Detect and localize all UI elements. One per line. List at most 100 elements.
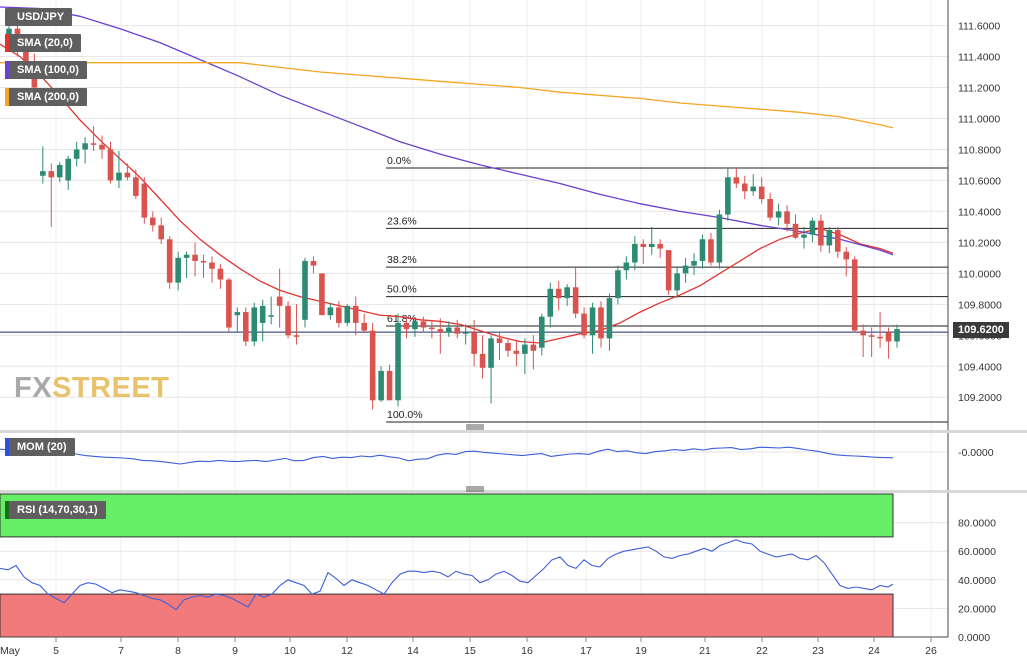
candle-body bbox=[116, 172, 122, 181]
candle-body bbox=[336, 307, 342, 323]
candle-body bbox=[885, 332, 892, 342]
candle-body bbox=[65, 158, 71, 181]
candle-body bbox=[606, 298, 613, 339]
price-tick-label: 111.4000 bbox=[958, 52, 1000, 64]
candle-body bbox=[344, 305, 351, 323]
candle-body bbox=[226, 279, 232, 328]
legend-rsi[interactable]: RSI (14,70,30,1) bbox=[5, 501, 106, 519]
sma100-swatch bbox=[5, 61, 9, 79]
candle-body bbox=[462, 332, 469, 334]
candle-body bbox=[149, 217, 156, 226]
legend-sma20[interactable]: SMA (20,0) bbox=[5, 34, 81, 52]
fib-label: 100.0% bbox=[387, 409, 423, 421]
candle-body bbox=[648, 243, 655, 248]
candle-body bbox=[23, 48, 29, 63]
candle-body bbox=[386, 370, 393, 401]
date-tick-label: 17 bbox=[580, 645, 592, 657]
candle-body bbox=[632, 243, 638, 263]
candle-body bbox=[784, 211, 790, 224]
date-tick-label: 12 bbox=[341, 645, 353, 657]
legend-rsi-label: RSI (14,70,30,1) bbox=[17, 504, 98, 516]
candle-body bbox=[99, 144, 105, 150]
chart-grid bbox=[0, 0, 948, 638]
candle-body bbox=[868, 335, 875, 337]
legend-sma200-label: SMA (200,0) bbox=[17, 91, 79, 103]
legend-mom[interactable]: MOM (20) bbox=[5, 438, 75, 456]
candle-body bbox=[488, 338, 494, 368]
candle-body bbox=[141, 183, 148, 218]
candle-body bbox=[691, 260, 697, 266]
candle-body bbox=[40, 171, 46, 176]
candle-body bbox=[505, 343, 511, 351]
candle-body bbox=[56, 164, 63, 178]
price-tick-label: 110.4000 bbox=[958, 206, 1001, 218]
candle-body bbox=[581, 313, 587, 336]
candle-body bbox=[378, 370, 384, 401]
date-tick-label: 14 bbox=[407, 645, 419, 657]
rsi-tick-label: 80.0000 bbox=[958, 518, 996, 530]
date-tick-label: 8 bbox=[175, 645, 181, 657]
candle-body bbox=[801, 234, 807, 238]
date-tick-label: 15 bbox=[464, 645, 476, 657]
rsi-tick-label: 0.0000 bbox=[958, 632, 990, 644]
candle-body bbox=[243, 312, 249, 342]
candle-body bbox=[733, 177, 740, 184]
sma20-swatch bbox=[5, 34, 9, 52]
candle-body bbox=[429, 327, 435, 330]
panel-divider bbox=[0, 430, 1027, 433]
candle-body bbox=[124, 172, 131, 178]
candle-body bbox=[674, 273, 680, 291]
candle-body bbox=[539, 316, 545, 348]
candle-body bbox=[598, 307, 604, 339]
legend-symbol-label: USD/JPY bbox=[17, 11, 65, 23]
candle-body bbox=[530, 344, 537, 351]
date-tick-label: 21 bbox=[699, 645, 711, 657]
sma-line bbox=[0, 6, 894, 256]
mom-line bbox=[0, 446, 894, 465]
candle-body bbox=[276, 296, 283, 306]
candle-body bbox=[471, 332, 477, 354]
candle-body bbox=[555, 288, 562, 299]
panel-divider bbox=[0, 490, 1027, 493]
candle-body bbox=[479, 353, 486, 368]
candle-body bbox=[708, 239, 714, 263]
legend-mom-label: MOM (20) bbox=[17, 441, 67, 453]
candle-body bbox=[615, 270, 621, 299]
price-tick-label: 109.8000 bbox=[958, 299, 1002, 311]
rsi-bands bbox=[0, 493, 894, 638]
candle-body bbox=[513, 350, 520, 354]
candle-body bbox=[496, 338, 503, 344]
candle-body bbox=[716, 214, 723, 263]
candle-body bbox=[90, 143, 97, 145]
candle-body bbox=[826, 229, 833, 246]
candle-body bbox=[420, 321, 427, 328]
candle-body bbox=[310, 260, 317, 266]
candle-body bbox=[251, 307, 258, 342]
oscillator-lines bbox=[0, 446, 894, 611]
fib-label: 23.6% bbox=[387, 215, 417, 227]
candlesticks bbox=[6, 10, 900, 410]
chart-frame bbox=[0, 0, 1027, 638]
price-tick-label: 110.6000 bbox=[958, 175, 1001, 187]
candle-body bbox=[73, 149, 80, 159]
price-tick-label: 110.8000 bbox=[958, 144, 1001, 156]
candle-body bbox=[403, 322, 410, 330]
candle-body bbox=[48, 171, 55, 178]
candle-body bbox=[860, 330, 866, 336]
candle-body bbox=[725, 177, 731, 215]
legend-sma100[interactable]: SMA (100,0) bbox=[5, 61, 87, 79]
sma-line bbox=[0, 62, 894, 129]
candle-body bbox=[437, 329, 444, 333]
candle-body bbox=[302, 260, 308, 320]
legend-sma200[interactable]: SMA (200,0) bbox=[5, 88, 87, 106]
candle-body bbox=[192, 254, 198, 261]
candle-body bbox=[445, 327, 452, 333]
candle-body bbox=[758, 186, 765, 200]
price-tick-label: 111.2000 bbox=[958, 83, 1000, 95]
legend-symbol[interactable]: USD/JPY bbox=[5, 8, 73, 26]
date-tick-label: 23 bbox=[812, 645, 824, 657]
candle-body bbox=[352, 305, 359, 323]
mom-tick-label: -0.0000 bbox=[958, 447, 994, 459]
candle-body bbox=[589, 307, 596, 336]
candle-body bbox=[767, 199, 773, 218]
